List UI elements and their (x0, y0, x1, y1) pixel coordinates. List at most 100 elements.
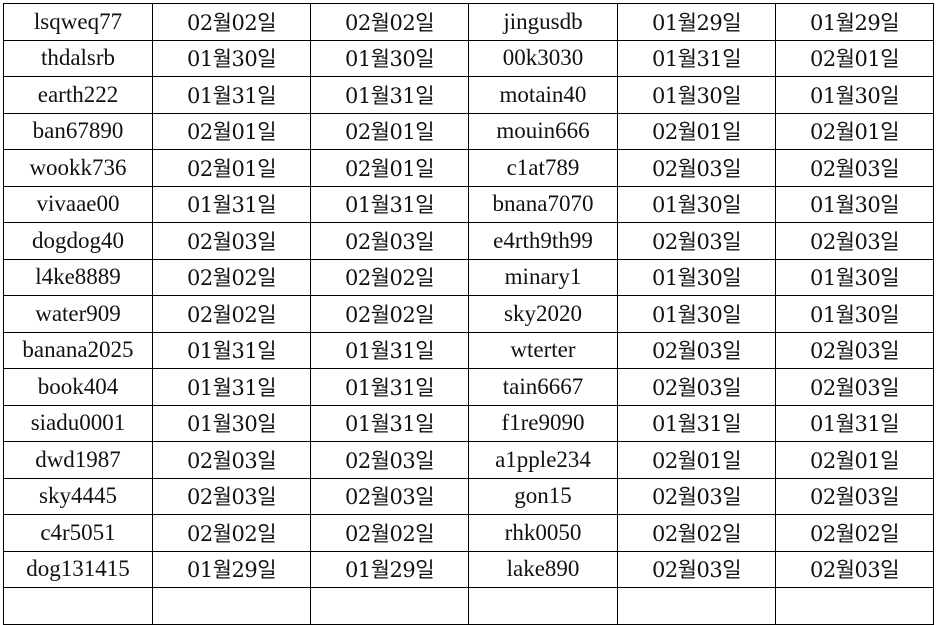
user-id-cell: gon15 (468, 477, 618, 515)
user-id-cell: rhk0050 (468, 514, 618, 552)
date-cell: 02월03일 (617, 331, 776, 369)
user-id-cell: sky2020 (468, 295, 618, 333)
date-cell: 01월31일 (310, 185, 469, 223)
user-id-cell: a1pple234 (468, 441, 618, 479)
user-id-cell: vivaae00 (3, 185, 153, 223)
date-cell: 02월03일 (310, 441, 469, 479)
date-cell: 02월01일 (310, 149, 469, 187)
table-row: c4r5051 02월02일 02월02일 rhk0050 02월02일 02월02일 (3, 514, 934, 552)
date-cell: 02월03일 (775, 149, 934, 187)
date-cell: 01월30일 (775, 258, 934, 296)
user-id-cell: siadu0001 (3, 404, 153, 442)
user-id-cell: c4r5051 (3, 514, 153, 552)
user-id-cell: motain40 (468, 76, 618, 114)
date-cell: 02월01일 (775, 39, 934, 77)
user-id-cell: book404 (3, 368, 153, 406)
table-row: vivaae00 01월31일 01월31일 bnana7070 01월30일 01월30… (3, 185, 934, 223)
table-row: lsqweq77 02월02일 02월02일 jingusdb 01월29일 01월29일 (3, 3, 934, 41)
table-row: earth222 01월31일 01월31일 motain40 01월30일 01월30일 (3, 76, 934, 114)
date-cell: 01월31일 (152, 331, 311, 369)
date-cell: 02월03일 (152, 222, 311, 260)
date-cell: 02월01일 (617, 441, 776, 479)
date-cell: 01월30일 (152, 404, 311, 442)
table-row: water909 02월02일 02월02일 sky2020 01월30일 01월30일 (3, 295, 934, 333)
date-cell: 02월02일 (310, 258, 469, 296)
user-id-cell: tain6667 (468, 368, 618, 406)
date-cell: 01월30일 (617, 295, 776, 333)
date-cell: 02월02일 (152, 258, 311, 296)
empty-cell (617, 587, 776, 625)
user-id-cell: minary1 (468, 258, 618, 296)
date-cell: 01월31일 (310, 404, 469, 442)
table-row: sky4445 02월03일 02월03일 gon15 02월03일 02월03일 (3, 477, 934, 515)
date-cell: 02월03일 (310, 477, 469, 515)
table-row: l4ke8889 02월02일 02월02일 minary1 01월30일 01월30일 (3, 258, 934, 296)
date-cell: 01월30일 (775, 76, 934, 114)
user-id-cell: banana2025 (3, 331, 153, 369)
date-cell: 01월31일 (152, 368, 311, 406)
date-cell: 02월03일 (775, 550, 934, 588)
date-cell: 02월02일 (152, 3, 311, 41)
date-cell: 02월02일 (775, 514, 934, 552)
date-cell: 01월31일 (617, 404, 776, 442)
date-cell: 02월03일 (152, 477, 311, 515)
user-id-cell: earth222 (3, 76, 153, 114)
date-cell: 02월01일 (775, 441, 934, 479)
empty-cell (775, 587, 934, 625)
date-cell: 01월30일 (617, 258, 776, 296)
date-cell: 02월03일 (617, 477, 776, 515)
date-cell: 02월03일 (617, 149, 776, 187)
date-cell: 02월02일 (617, 514, 776, 552)
user-id-cell: sky4445 (3, 477, 153, 515)
date-cell: 01월31일 (310, 76, 469, 114)
date-cell: 02월03일 (775, 368, 934, 406)
user-id-cell: 00k3030 (468, 39, 618, 77)
user-id-cell: e4rth9th99 (468, 222, 618, 260)
user-id-cell: c1at789 (468, 149, 618, 187)
date-cell: 01월29일 (775, 3, 934, 41)
user-id-cell: bnana7070 (468, 185, 618, 223)
date-cell: 01월29일 (617, 3, 776, 41)
user-id-cell: dogdog40 (3, 222, 153, 260)
date-cell: 02월03일 (775, 222, 934, 260)
table-row: book404 01월31일 01월31일 tain6667 02월03일 02월03일 (3, 368, 934, 406)
date-cell: 01월30일 (775, 185, 934, 223)
date-cell: 02월03일 (152, 441, 311, 479)
data-table: lsqweq77 02월02일 02월02일 jingusdb 01월29일 01월29일… (3, 3, 934, 625)
date-cell: 02월03일 (617, 550, 776, 588)
table-row: wookk736 02월01일 02월01일 c1at789 02월03일 02월03일 (3, 149, 934, 187)
date-cell: 02월02일 (310, 295, 469, 333)
user-id-cell: lsqweq77 (3, 3, 153, 41)
date-cell: 01월30일 (775, 295, 934, 333)
user-id-cell: wookk736 (3, 149, 153, 187)
date-cell: 01월29일 (152, 550, 311, 588)
user-id-cell: wterter (468, 331, 618, 369)
date-cell: 01월31일 (152, 76, 311, 114)
empty-cell (468, 587, 618, 625)
date-cell: 01월30일 (152, 39, 311, 77)
date-cell: 02월02일 (152, 295, 311, 333)
date-cell: 01월30일 (617, 185, 776, 223)
user-id-cell: water909 (3, 295, 153, 333)
date-cell: 01월31일 (310, 331, 469, 369)
date-cell: 02월01일 (152, 149, 311, 187)
date-cell: 01월31일 (617, 39, 776, 77)
date-cell: 01월30일 (617, 76, 776, 114)
user-id-cell: ban67890 (3, 112, 153, 150)
date-cell: 01월31일 (775, 404, 934, 442)
user-id-cell: l4ke8889 (3, 258, 153, 296)
date-cell: 01월31일 (310, 368, 469, 406)
date-cell: 02월01일 (617, 112, 776, 150)
date-cell: 01월29일 (310, 550, 469, 588)
date-cell: 02월03일 (617, 368, 776, 406)
user-id-cell: thdalsrb (3, 39, 153, 77)
table-row-partial (3, 587, 934, 625)
date-cell: 02월02일 (310, 514, 469, 552)
table-row: dogdog40 02월03일 02월03일 e4rth9th99 02월03일 02월0… (3, 222, 934, 260)
date-cell: 01월30일 (310, 39, 469, 77)
table-row: siadu0001 01월30일 01월31일 f1re9090 01월31일 01월31… (3, 404, 934, 442)
date-cell: 02월03일 (310, 222, 469, 260)
date-cell: 02월01일 (775, 112, 934, 150)
user-id-cell: lake890 (468, 550, 618, 588)
table-row: dog131415 01월29일 01월29일 lake890 02월03일 02월03일 (3, 550, 934, 588)
